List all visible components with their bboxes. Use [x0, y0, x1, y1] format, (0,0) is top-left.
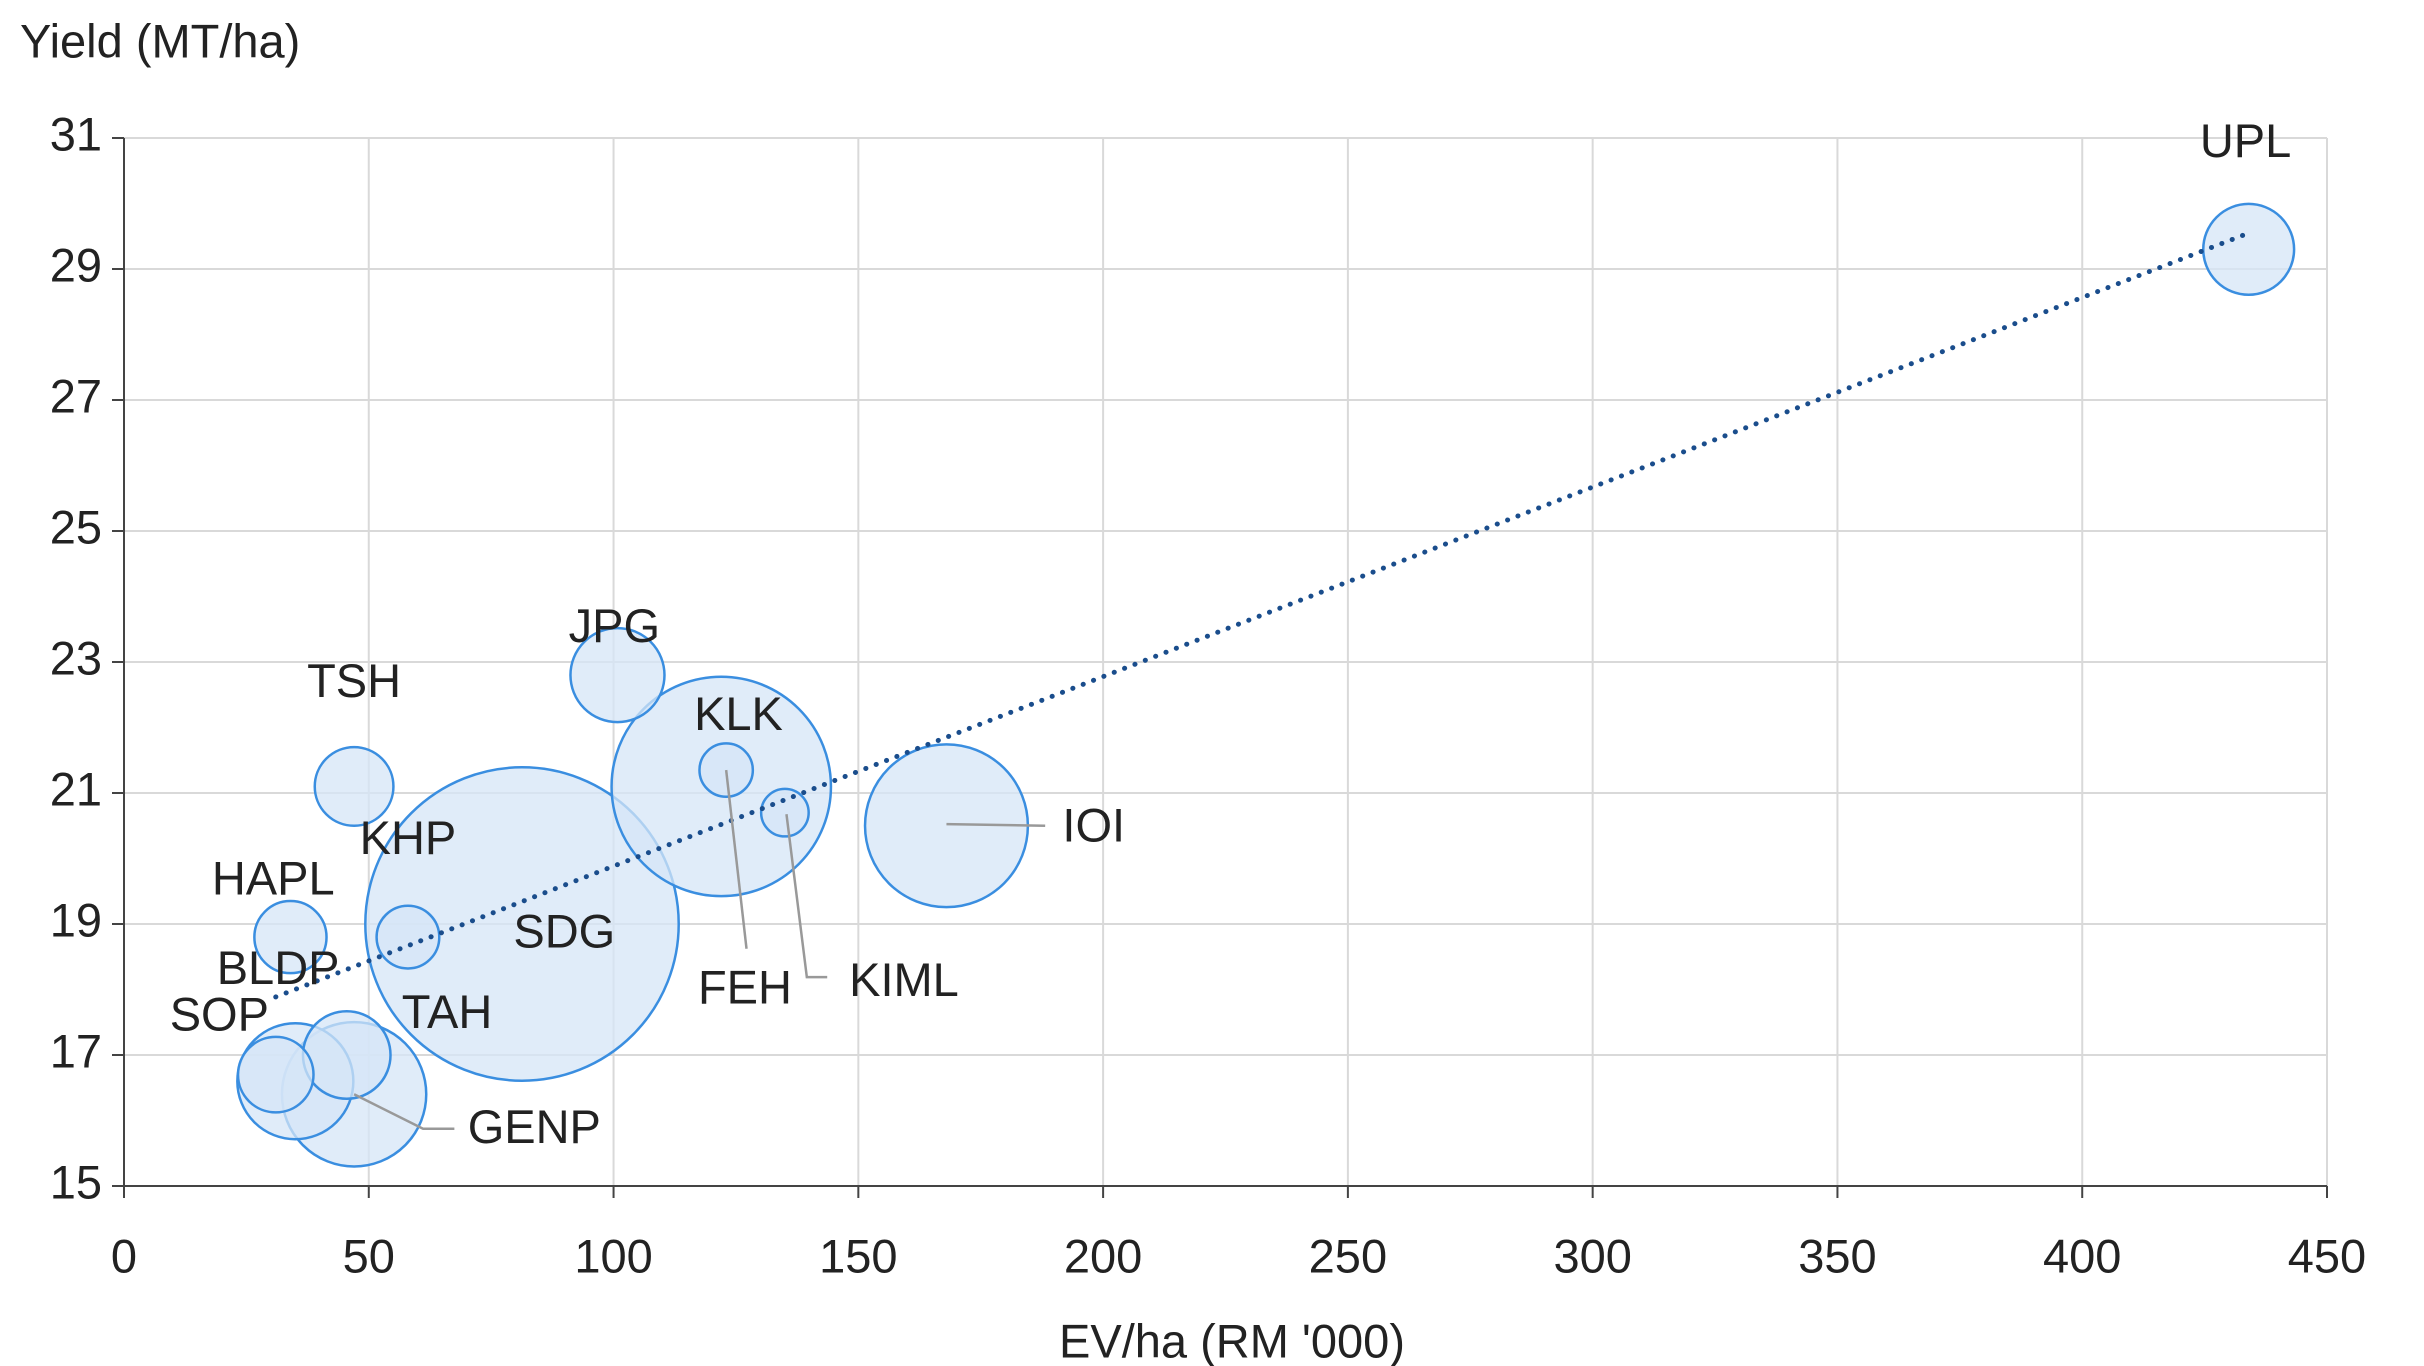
y-axis-title: Yield (MT/ha) [20, 14, 300, 67]
bubble-label: BLDP [217, 941, 340, 994]
bubble-label: TAH [402, 985, 493, 1038]
bubble-label: KIML [849, 953, 959, 1006]
y-tick-label: 21 [50, 762, 102, 815]
leader-line [785, 814, 828, 979]
bubble-label: SDG [513, 904, 615, 957]
x-tick-label: 100 [574, 1229, 652, 1282]
x-tick-label: 0 [111, 1229, 137, 1282]
bubble [569, 626, 666, 724]
bubble-label: HAPL [212, 852, 335, 905]
bubble [759, 787, 810, 838]
bubble-label: SOP [170, 988, 269, 1041]
x-tick-label: 450 [2288, 1229, 2366, 1282]
bubble-label: JPG [569, 599, 660, 652]
leader-line [724, 769, 748, 949]
bubble [253, 899, 328, 975]
leader-line [353, 1093, 455, 1131]
x-tick-label: 50 [343, 1229, 395, 1282]
y-tick-label: 27 [50, 369, 102, 422]
y-tick-label: 19 [50, 893, 102, 946]
bubble [301, 1009, 392, 1101]
bubble [375, 904, 441, 970]
x-tick-label: 200 [1064, 1229, 1142, 1282]
bubble-label: TSH [307, 654, 401, 707]
bubble-label: KLK [694, 687, 783, 740]
y-tick-label: 17 [50, 1024, 102, 1077]
y-tick-label: 23 [50, 631, 102, 684]
x-tick-label: 300 [1553, 1229, 1631, 1282]
bubble-label: GENP [468, 1100, 601, 1153]
x-tick-label: 150 [819, 1229, 897, 1282]
bubble [313, 745, 395, 828]
y-tick-label: 15 [50, 1155, 102, 1208]
x-tick-label: 400 [2043, 1229, 2121, 1282]
y-tick-label: 25 [50, 500, 102, 553]
bubble [364, 766, 680, 1082]
bubble [236, 1035, 315, 1114]
trendline [273, 230, 2252, 1000]
x-tick-label: 250 [1309, 1229, 1387, 1282]
bubble-label: UPL [2200, 114, 2291, 167]
leader-line [946, 822, 1046, 827]
bubble [2202, 202, 2296, 297]
bubble-label: KHP [360, 811, 457, 864]
bubble-label: FEH [698, 960, 792, 1013]
x-axis-title: EV/ha (RM '000) [1059, 1314, 1405, 1366]
bubble-label: IOI [1062, 798, 1125, 851]
y-tick-label: 31 [50, 107, 102, 160]
y-tick-label: 29 [50, 238, 102, 291]
x-tick-label: 350 [1798, 1229, 1876, 1282]
